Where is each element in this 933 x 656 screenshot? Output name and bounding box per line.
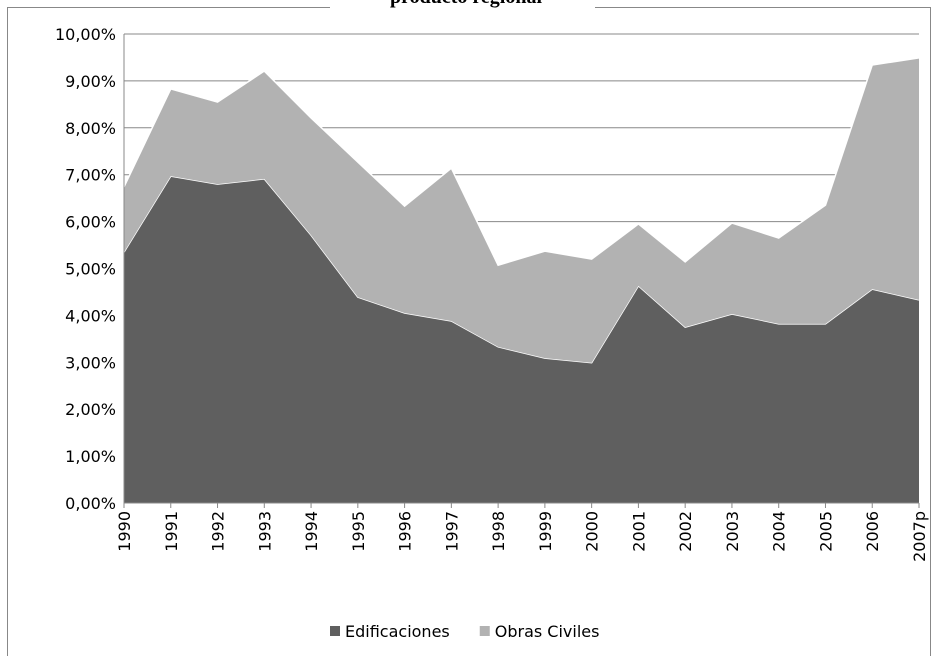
x-tick-label: 1997 [442,511,461,552]
x-tick-label: 1990 [115,511,134,552]
x-tick-label: 2003 [723,511,742,552]
x-tick-label: 2004 [770,511,789,552]
x-tick-label: 2005 [816,511,835,552]
legend-swatch [330,626,340,636]
y-tick-label: 4,00% [65,306,116,325]
y-tick-label: 3,00% [65,353,116,372]
y-tick-label: 8,00% [65,119,116,138]
x-tick-label: 1993 [255,511,274,552]
area-edge [123,57,920,267]
y-tick-label: 1,00% [65,447,116,466]
chart-title: producto regional [390,0,542,8]
x-tick-label: 2002 [676,511,695,552]
x-tick-label: 2007p [910,511,929,562]
y-tick-label: 5,00% [65,260,116,279]
title-background [330,0,595,14]
x-tick-label: 1995 [349,511,368,552]
x-tick-label: 1999 [536,511,555,552]
y-tick-label: 0,00% [65,494,116,513]
y-tick-label: 7,00% [65,166,116,185]
y-tick-label: 9,00% [65,72,116,91]
x-tick-label: 1998 [489,511,508,552]
y-tick-label: 6,00% [65,213,116,232]
x-tick-label: 1992 [209,511,228,552]
x-tick-label: 1991 [162,511,181,552]
x-tick-label: 2001 [629,511,648,552]
x-tick-label: 2006 [863,511,882,552]
area [124,176,919,503]
x-tick-label: 1994 [302,511,321,552]
legend-label: Edificaciones [345,622,450,641]
legend-swatch [479,626,490,636]
y-tick-label: 2,00% [65,400,116,419]
x-tick-label: 2000 [583,511,602,552]
y-tick-label: 10,00% [55,25,116,44]
area [124,57,919,363]
x-tick-label: 1996 [396,511,415,552]
legend-label: Obras Civiles [495,622,600,641]
